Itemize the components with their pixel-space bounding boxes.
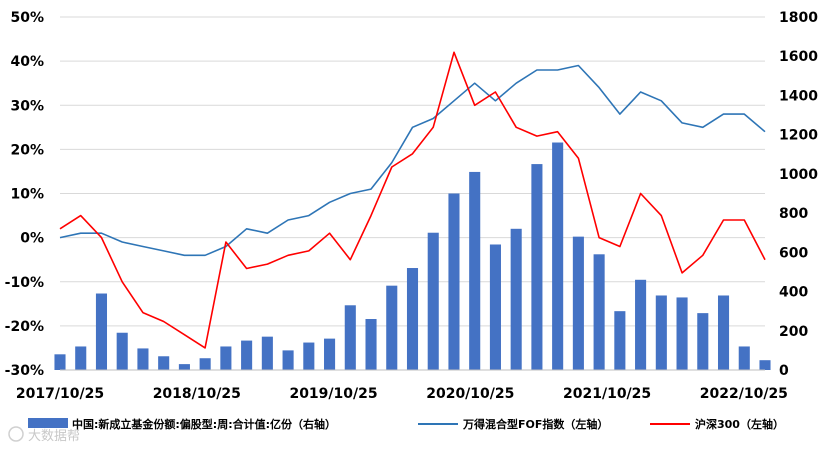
bar [717, 295, 730, 370]
bar [178, 364, 190, 370]
left-axis-tick-label: -20% [5, 319, 44, 335]
right-axis-tick-label: 1200 [779, 128, 818, 144]
bar [738, 346, 750, 370]
right-axis-tick-label: 1000 [779, 167, 818, 183]
right-axis-tick-label: 1800 [779, 10, 818, 26]
right-axis-tick-label: 1400 [779, 88, 818, 104]
line-series-group [59, 51, 766, 349]
legend-swatch-bar [28, 418, 68, 428]
bar [469, 171, 481, 370]
right-axis-tick-label: 800 [779, 206, 808, 222]
bar [614, 311, 626, 370]
legend: 中国:新成立基金份额:偏股型:周:合计值:亿份（右轴） 万得混合型FOF指数（左… [28, 417, 784, 431]
watermark-text: 大数据帮 [28, 429, 80, 444]
bar [655, 295, 667, 370]
bar [489, 244, 501, 370]
bar [324, 338, 336, 370]
bar [676, 297, 688, 370]
legend-item-hs300: 沪深300（左轴） [650, 417, 784, 431]
bar [199, 358, 211, 370]
x-axis-tick-label: 2020/10/25 [426, 386, 514, 402]
left-axis-tick-label: 0% [20, 231, 44, 247]
right-axis-tick-label: 200 [779, 324, 808, 340]
x-axis-tick-labels: 2017/10/25 2018/10/25 2019/10/25 2020/10/25… [16, 386, 788, 402]
legend-label-fof: 万得混合型FOF指数（左轴） [462, 417, 608, 431]
bar [344, 305, 356, 370]
bar [759, 360, 771, 370]
bar [282, 350, 294, 370]
left-axis-tick-label: 40% [10, 54, 44, 70]
legend-item-bar: 中国:新成立基金份额:偏股型:周:合计值:亿份（右轴） [28, 417, 336, 431]
legend-item-fof: 万得混合型FOF指数（左轴） [418, 417, 608, 431]
left-axis-tick-label: 30% [10, 98, 44, 114]
bar [95, 293, 108, 370]
x-axis-tick-label: 2018/10/25 [153, 386, 241, 402]
line-series-hs300 [59, 51, 766, 349]
left-axis-tick-label: -30% [5, 363, 44, 379]
x-axis-tick-label: 2019/10/25 [289, 386, 377, 402]
left-axis-tick-label: 50% [10, 10, 44, 26]
bar [552, 142, 564, 370]
bar [510, 228, 522, 370]
bar [572, 236, 584, 370]
x-axis-tick-label: 2017/10/25 [16, 386, 104, 402]
bar [365, 319, 377, 370]
bar [261, 336, 273, 370]
right-axis-tick-label: 400 [779, 285, 808, 301]
left-axis-tick-label: -10% [5, 275, 44, 291]
bar [635, 279, 647, 370]
right-axis-tick-label: 0 [779, 363, 789, 379]
watermark-logo-icon [8, 426, 24, 442]
bar [116, 332, 128, 370]
x-axis-tick-label: 2022/10/25 [700, 386, 788, 402]
bar [593, 254, 605, 370]
bar [220, 346, 232, 370]
bar [531, 164, 543, 370]
bar [158, 356, 170, 370]
bar [241, 340, 253, 370]
legend-label-bar: 中国:新成立基金份额:偏股型:周:合计值:亿份（右轴） [72, 417, 336, 431]
watermark: 大数据帮 [8, 426, 80, 444]
left-axis-tick-labels: 50% 40% 30% 20% 10% 0% -10% -20% -30% [5, 10, 44, 379]
x-axis-tick-label: 2021/10/25 [563, 386, 651, 402]
left-axis-tick-label: 20% [10, 142, 44, 158]
bar [386, 285, 398, 370]
left-axis-tick-label: 10% [10, 187, 44, 203]
bar [75, 346, 87, 370]
bar [697, 313, 709, 370]
bar-series-new-fund-shares [54, 142, 771, 370]
bar [448, 193, 460, 370]
bar [427, 232, 439, 370]
legend-label-hs300: 沪深300（左轴） [695, 417, 784, 431]
right-axis-tick-labels: 1800 1600 1400 1200 1000 800 600 400 200 0 [779, 10, 818, 379]
bar [54, 354, 66, 370]
right-axis-tick-label: 1600 [779, 49, 818, 65]
bar [303, 342, 315, 370]
bar [137, 348, 149, 370]
right-axis-tick-label: 600 [779, 245, 808, 261]
bar [406, 268, 419, 370]
line-series-fof-index [59, 64, 766, 257]
